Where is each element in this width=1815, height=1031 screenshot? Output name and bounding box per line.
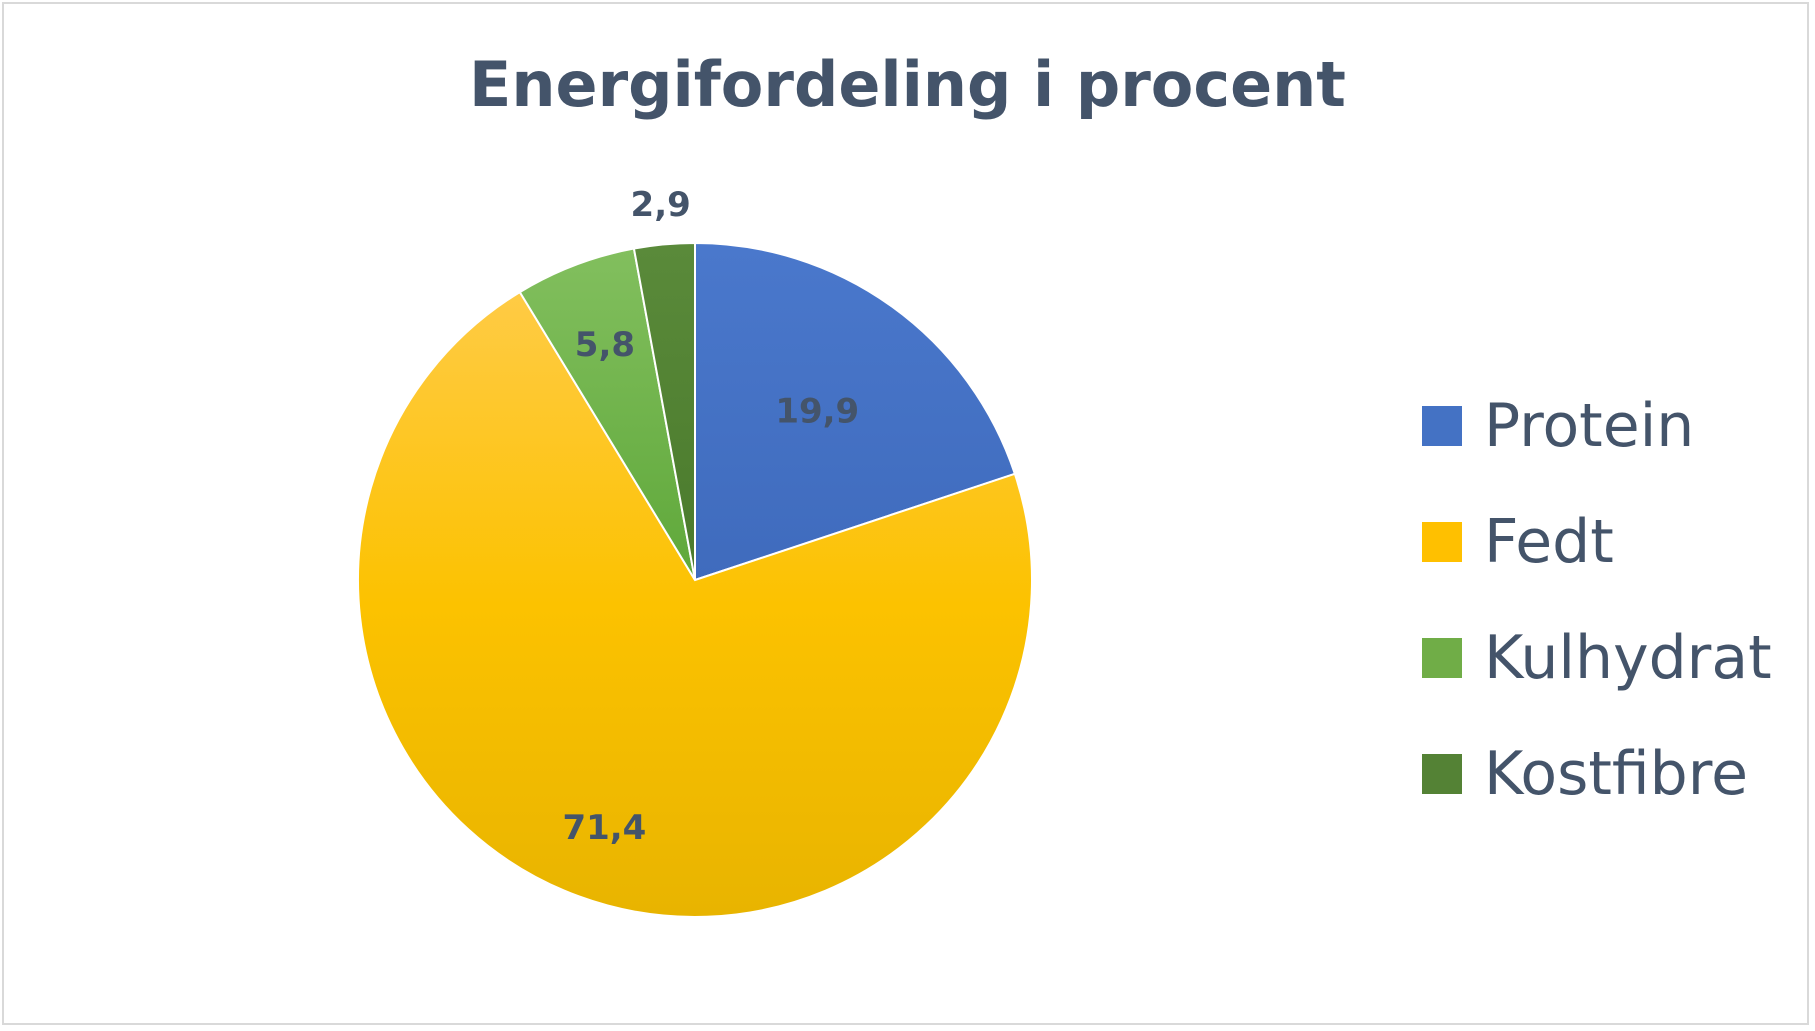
chart-title: Energifordeling i procent xyxy=(469,48,1346,121)
legend-item-kulhydrat: Kulhydrat xyxy=(1422,600,1772,716)
legend-swatch xyxy=(1422,406,1462,446)
pie-slice-fedt xyxy=(357,290,1034,918)
pie-chart: 19,9 71,4 5,8 2,9 xyxy=(357,185,1034,918)
legend-swatch xyxy=(1422,522,1462,562)
legend-label: Protein xyxy=(1484,391,1695,461)
data-label-protein: 19,9 xyxy=(775,392,859,432)
legend-swatch xyxy=(1422,754,1462,794)
legend-item-fedt: Fedt xyxy=(1422,484,1772,600)
legend-label: Kulhydrat xyxy=(1484,623,1772,693)
data-label-kostfibre: 2,9 xyxy=(631,185,691,225)
legend: Protein Fedt Kulhydrat Kostfibre xyxy=(1422,368,1772,832)
pie-slice-kulhydrat xyxy=(518,247,696,581)
legend-item-kostfibre: Kostfibre xyxy=(1422,716,1772,832)
data-label-kulhydrat: 5,8 xyxy=(575,325,635,365)
legend-label: Fedt xyxy=(1484,507,1614,577)
data-label-fedt: 71,4 xyxy=(562,808,646,848)
legend-item-protein: Protein xyxy=(1422,368,1772,484)
pie-slice-protein xyxy=(694,241,1017,582)
legend-swatch xyxy=(1422,638,1462,678)
pie-slice-kostfibre xyxy=(632,241,696,581)
legend-label: Kostfibre xyxy=(1484,739,1748,809)
